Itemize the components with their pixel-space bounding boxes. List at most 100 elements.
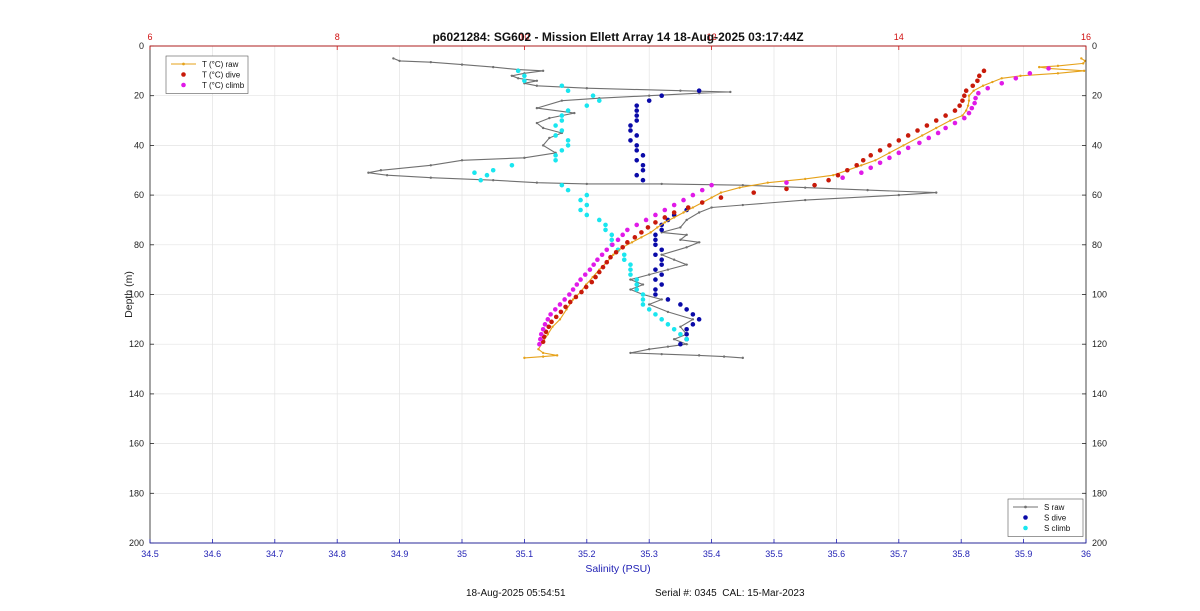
data-point	[1080, 57, 1083, 60]
data-point	[587, 267, 593, 272]
data-point	[973, 95, 978, 101]
data-point	[966, 104, 970, 107]
x2-tick-label: 14	[894, 32, 904, 42]
series-s-climb	[472, 68, 689, 342]
data-point	[660, 298, 663, 301]
data-point	[887, 155, 892, 161]
data-point	[523, 356, 526, 360]
data-point	[679, 325, 682, 329]
data-point	[648, 303, 651, 306]
data-point	[585, 182, 588, 186]
data-point	[972, 100, 977, 106]
x-tick-label: 34.7	[266, 549, 284, 559]
grid	[149, 45, 1087, 544]
data-point	[634, 143, 640, 148]
data-point	[632, 235, 638, 240]
data-point	[699, 187, 705, 193]
data-point	[634, 113, 640, 118]
data-point	[559, 83, 565, 89]
x-tick-label: 35.7	[890, 549, 908, 559]
data-point	[603, 222, 608, 228]
y-tick-label-right: 100	[1092, 290, 1107, 300]
x-tick-label: 34.5	[141, 549, 159, 559]
data-point	[653, 277, 658, 282]
data-point	[555, 354, 559, 357]
data-point	[897, 193, 900, 197]
data-point	[590, 93, 596, 98]
data-point	[905, 133, 911, 138]
data-point	[621, 257, 627, 263]
data-point	[538, 336, 543, 342]
y-tick-label: 120	[129, 339, 144, 349]
data-point	[484, 172, 490, 178]
data-point	[625, 227, 630, 233]
data-point	[653, 252, 658, 258]
data-point	[634, 103, 640, 108]
data-point	[943, 113, 948, 118]
data-point	[634, 172, 640, 178]
data-point	[429, 60, 432, 64]
data-point	[628, 128, 633, 133]
legend-swatch-point	[181, 82, 186, 88]
data-point	[804, 177, 807, 181]
data-point	[967, 94, 971, 97]
series-s-raw	[367, 57, 938, 360]
data-point	[663, 221, 666, 224]
data-point	[952, 120, 958, 126]
data-point	[562, 297, 567, 302]
data-point	[578, 207, 583, 213]
data-point	[610, 242, 615, 248]
data-point	[625, 240, 630, 245]
data-point	[981, 84, 985, 87]
data-point	[659, 282, 664, 287]
data-point	[741, 183, 744, 187]
data-point	[558, 309, 564, 315]
data-point	[976, 73, 982, 79]
data-point	[784, 180, 789, 185]
data-point	[583, 284, 589, 290]
data-point	[563, 304, 568, 310]
axes: 34.5 34.6 34.7 34.8 34.9 35 35.1 35.2 35.3 35.4 35…	[129, 32, 1107, 559]
y-tick-label: 200	[129, 538, 144, 548]
data-point	[685, 246, 688, 249]
data-point	[559, 148, 565, 153]
y-tick-label-right: 160	[1092, 439, 1107, 449]
data-point	[1000, 77, 1003, 80]
data-point	[719, 191, 723, 194]
data-point	[935, 126, 938, 130]
data-point	[678, 341, 683, 347]
data-point	[628, 123, 633, 128]
data-point	[515, 68, 521, 74]
data-point	[545, 317, 551, 322]
data-point	[640, 297, 646, 302]
x-tick-label: 34.9	[391, 549, 409, 559]
data-point	[991, 80, 994, 84]
x-tick-label: 36	[1081, 549, 1091, 559]
data-point	[628, 138, 633, 143]
x2-tick-label: 8	[335, 32, 340, 42]
data-point	[684, 336, 689, 342]
series-t-c-dive	[540, 68, 987, 345]
x-tick-label: 35.1	[516, 549, 534, 559]
data-point	[612, 253, 615, 256]
data-point	[804, 186, 807, 189]
data-point	[926, 135, 932, 141]
data-point	[552, 307, 558, 312]
data-point	[609, 237, 615, 243]
data-point	[634, 148, 640, 153]
data-point	[656, 226, 659, 229]
data-point	[640, 167, 646, 173]
data-point	[804, 198, 807, 202]
data-point	[567, 292, 572, 297]
data-point	[589, 279, 595, 285]
x-tick-label: 34.6	[204, 549, 222, 559]
data-point	[640, 153, 646, 158]
data-point	[659, 272, 664, 277]
data-point	[478, 177, 484, 183]
data-point	[874, 159, 877, 162]
data-point	[553, 158, 558, 163]
series-t-c-climb	[537, 66, 1051, 347]
data-point	[952, 108, 958, 113]
data-point	[558, 318, 562, 321]
data-point	[542, 322, 548, 327]
